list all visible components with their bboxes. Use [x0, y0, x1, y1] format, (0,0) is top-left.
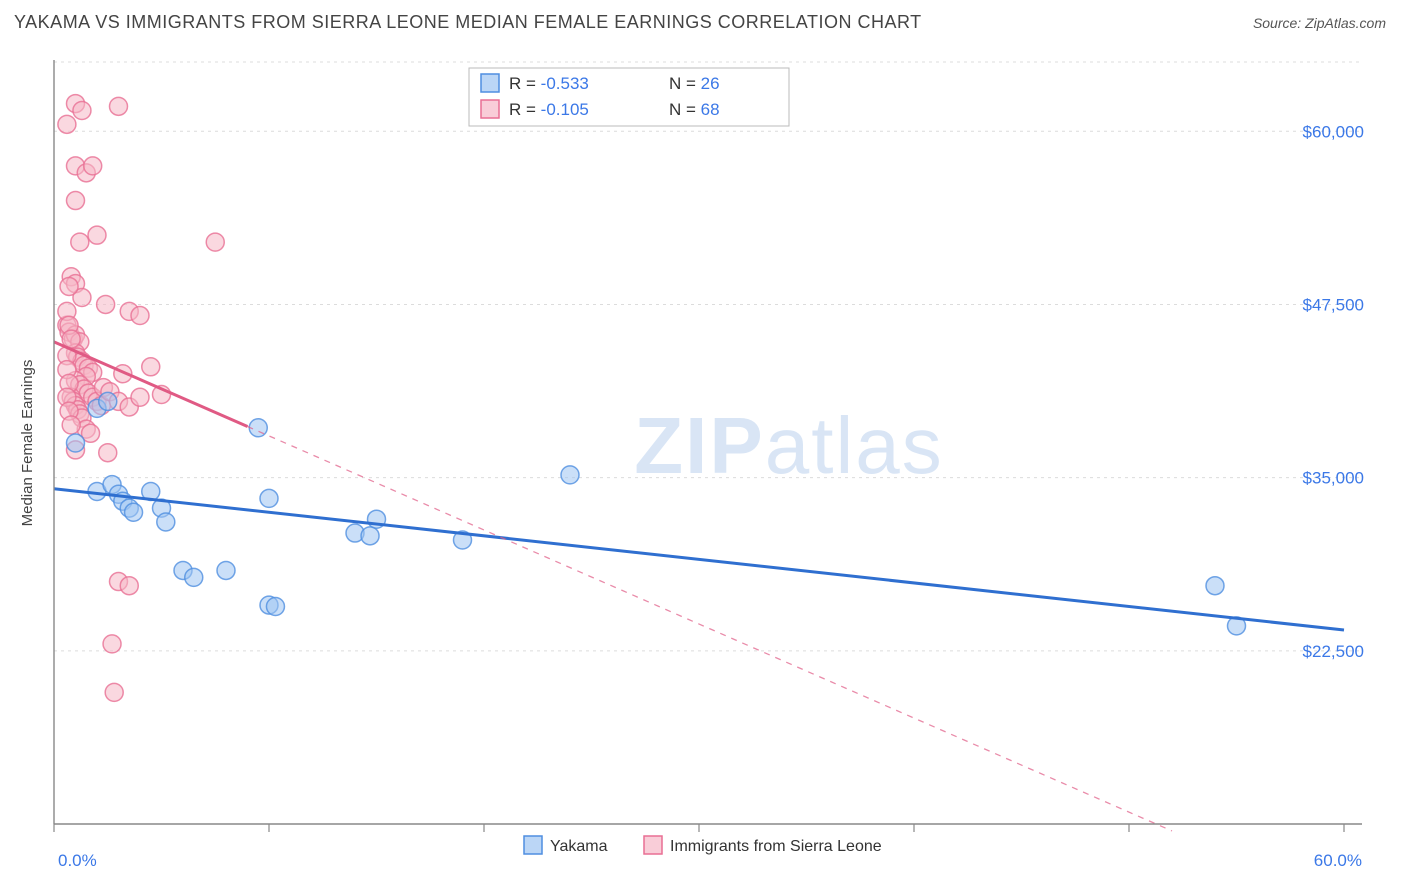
scatter-point [99, 444, 117, 462]
scatter-point [131, 388, 149, 406]
scatter-point [67, 434, 85, 452]
scatter-point [60, 277, 78, 295]
scatter-point [125, 503, 143, 521]
scatter-point [71, 233, 89, 251]
legend-swatch [481, 74, 499, 92]
scatter-point [99, 392, 117, 410]
legend-swatch [524, 836, 542, 854]
legend-swatch [644, 836, 662, 854]
x-max-label: 60.0% [1314, 851, 1362, 870]
scatter-point [266, 597, 284, 615]
scatter-point [62, 416, 80, 434]
legend-label: Immigrants from Sierra Leone [670, 838, 882, 855]
scatter-point [88, 226, 106, 244]
svg-text:ZIPatlas: ZIPatlas [634, 401, 943, 490]
chart-container: ZIPatlas $22,500 $35,000 $47,500 $60,000 0.0%… [14, 44, 1392, 882]
scatter-point [67, 192, 85, 210]
stat-r-label: R = -0.533 [509, 74, 589, 93]
scatter-point [157, 513, 175, 531]
y-tick-label: $22,500 [1303, 642, 1364, 661]
source-label: Source: ZipAtlas.com [1253, 15, 1386, 31]
scatter-point [206, 233, 224, 251]
scatter-point [561, 466, 579, 484]
stat-r-label: R = -0.105 [509, 100, 589, 119]
stat-n-label: N = 68 [669, 100, 720, 119]
chart-title: YAKAMA VS IMMIGRANTS FROM SIERRA LEONE M… [14, 12, 922, 33]
legend-label: Yakama [550, 838, 608, 855]
scatter-point [97, 295, 115, 313]
scatter-chart: ZIPatlas $22,500 $35,000 $47,500 $60,000 0.0%… [14, 44, 1392, 882]
scatter-point [1206, 577, 1224, 595]
y-tick-label: $35,000 [1303, 469, 1364, 488]
scatter-point [142, 358, 160, 376]
scatter-point [217, 561, 235, 579]
scatter-point [103, 635, 121, 653]
scatter-point [105, 683, 123, 701]
scatter-point [185, 568, 203, 586]
scatter-point [58, 115, 76, 133]
stat-n-label: N = 26 [669, 74, 720, 93]
y-axis-label: Median Female Earnings [19, 360, 36, 527]
y-tick-label: $60,000 [1303, 122, 1364, 141]
scatter-point [84, 157, 102, 175]
scatter-point [131, 307, 149, 325]
y-tick-label: $47,500 [1303, 295, 1364, 314]
scatter-point [120, 577, 138, 595]
scatter-point [110, 97, 128, 115]
scatter-point [73, 101, 91, 119]
scatter-point [260, 489, 278, 507]
legend-swatch [481, 100, 499, 118]
scatter-point [361, 527, 379, 545]
x-min-label: 0.0% [58, 851, 97, 870]
